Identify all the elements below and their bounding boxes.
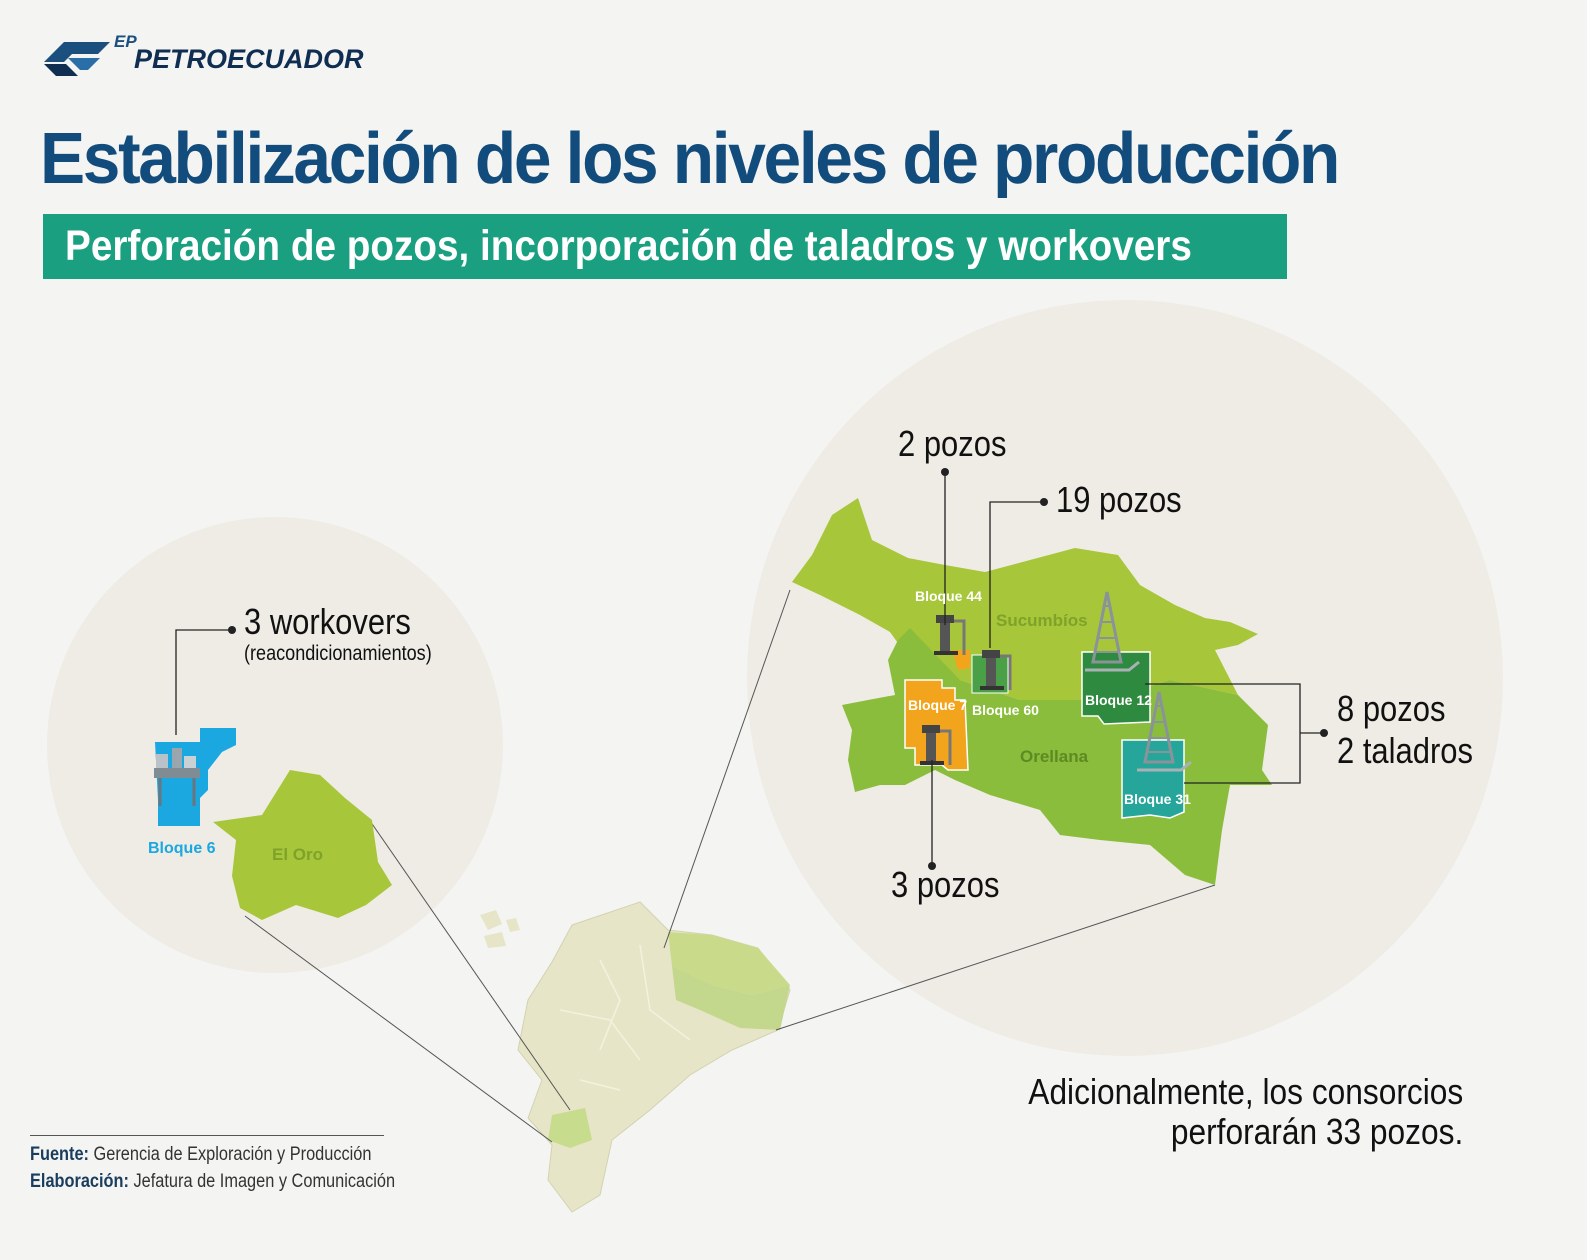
label-bloque-12: Bloque 12 xyxy=(1085,692,1152,708)
logo-name: PETROECUADOR xyxy=(134,44,364,74)
callout-dots xyxy=(228,468,1328,870)
footer-divider xyxy=(30,1135,384,1136)
label-bloque-60: Bloque 60 xyxy=(972,702,1039,718)
subtitle-banner: Perforación de pozos, incorporación de t… xyxy=(43,214,1287,279)
callout-b44-pozos: 2 pozos xyxy=(898,423,1007,464)
consortium-note: Adicionalmente, los consorcios perforará… xyxy=(1028,1072,1463,1152)
drilling-rig-icon-b31 xyxy=(1137,691,1192,772)
callout-b60-pozos: 19 pozos xyxy=(1056,479,1182,520)
label-bloque-44: Bloque 44 xyxy=(915,588,982,604)
petroecuador-emblem-icon xyxy=(44,42,110,76)
galapagos-islands xyxy=(480,910,520,948)
ecuador-map xyxy=(480,901,791,1213)
page-title: Estabilización de los niveles de producc… xyxy=(40,119,1340,199)
orellana-minimap xyxy=(672,966,790,1030)
consortium-note-line1: Adicionalmente, los consorcios xyxy=(1028,1071,1463,1112)
sucumbios-minimap xyxy=(668,932,790,995)
footer-source-text: Gerencia de Exploración y Producción xyxy=(93,1144,372,1165)
footer-credit: Elaboración: Jefatura de Imagen y Comuni… xyxy=(30,1171,395,1193)
label-bloque-6: Bloque 6 xyxy=(148,840,216,857)
callout-b12-31-taladros: 2 taladros xyxy=(1337,730,1473,771)
offshore-platform-icon xyxy=(154,748,200,806)
el-oro-province xyxy=(213,770,392,920)
footer-credit-text: Jefatura de Imagen y Comunicación xyxy=(133,1171,396,1192)
label-bloque-7: Bloque 7 xyxy=(908,697,967,713)
label-orellana: Orellana xyxy=(1020,747,1089,766)
label-sucumbios: Sucumbíos xyxy=(996,611,1088,630)
callout-workovers-sub: (reacondicionamientos) xyxy=(244,642,432,665)
el-oro-minimap xyxy=(548,1108,592,1148)
zoom-connector-lines xyxy=(244,589,1216,1143)
callout-b7-pozos: 3 pozos xyxy=(891,864,1000,905)
logo-ep: EP xyxy=(114,32,137,51)
el-oro-zoom-circle xyxy=(47,517,503,973)
petroecuador-logo: EP PETROECUADOR xyxy=(42,32,472,80)
bloque-31-area xyxy=(1121,739,1185,819)
oil-well-icon-b60 xyxy=(980,650,1012,690)
label-bloque-31: Bloque 31 xyxy=(1124,791,1191,807)
drilling-rig-icon-b12 xyxy=(1085,591,1140,672)
footer-source-label: Fuente: xyxy=(30,1144,90,1165)
callout-leader-lines xyxy=(175,474,1322,864)
page-subtitle: Perforación de pozos, incorporación de t… xyxy=(65,222,1192,270)
footer-credit-label: Elaboración: xyxy=(30,1171,129,1192)
footer-source: Fuente: Gerencia de Exploración y Produc… xyxy=(30,1144,371,1166)
label-el-oro: El Oro xyxy=(272,845,323,864)
callout-workovers: 3 workovers xyxy=(244,601,411,642)
callout-b12-31-pozos: 8 pozos xyxy=(1337,688,1446,729)
consortium-note-line2: perforarán 33 pozos. xyxy=(1170,1111,1463,1152)
